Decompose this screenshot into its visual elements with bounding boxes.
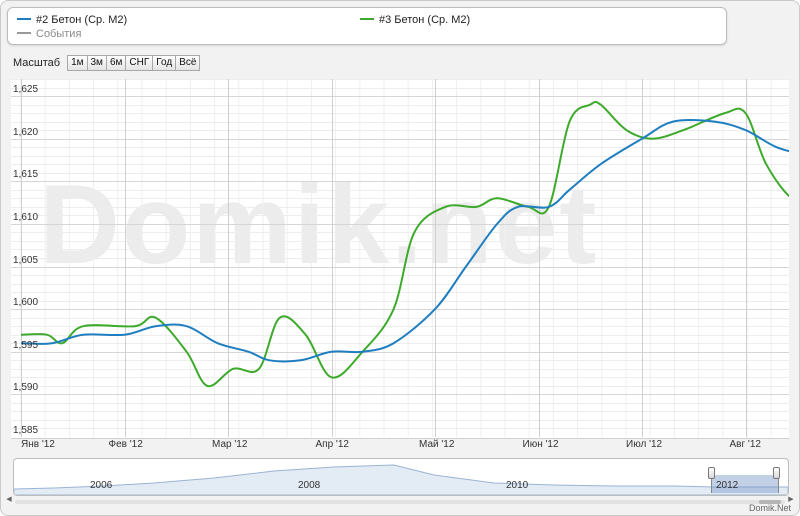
scroll-left-arrow-icon[interactable]: ◀ (6, 496, 12, 503)
zoom-all-button[interactable]: Всё (175, 55, 201, 71)
zoom-3m-button[interactable]: 3м (86, 55, 107, 71)
legend-swatch-series-3 (360, 18, 374, 21)
x-tick-label: Апр '12 (315, 439, 349, 450)
y-tick-label: 1,595 (13, 339, 39, 351)
zoom-label: Масштаб (13, 57, 61, 69)
y-tick-label: 1,585 (13, 425, 39, 436)
y-tick-label: 1,590 (13, 382, 39, 394)
series-line-3 (20, 100, 789, 388)
navigator-right-handle[interactable] (773, 467, 780, 479)
navigator-year-2012: 2012 (716, 480, 739, 491)
navigator-year-2006: 2006 (90, 480, 113, 491)
legend-label-events: События (36, 28, 82, 40)
x-tick-label: Июн '12 (522, 439, 559, 450)
zoom-6m-button[interactable]: 6м (105, 55, 127, 71)
legend-label-series-3: #3 Бетон (Ср. М2) (379, 14, 471, 26)
zoom-ytd-button[interactable]: СНГ (125, 55, 154, 71)
navigator-area (14, 464, 788, 495)
navigator: 2006 2008 2010 2012 (13, 458, 789, 496)
x-tick-label: Янв '12 (21, 439, 55, 450)
navigator-left-handle[interactable] (708, 467, 715, 479)
navigator-year-2010: 2010 (506, 480, 529, 491)
scroll-right-arrow-icon[interactable]: ▶ (788, 496, 794, 503)
x-tick-label: Июл '12 (626, 439, 663, 450)
navigator-selection-window[interactable] (711, 475, 779, 493)
legend-item-events[interactable]: События (17, 28, 81, 41)
y-tick-label: 1,600 (13, 297, 39, 309)
y-tick-label: 1,615 (13, 169, 39, 181)
legend-item-series-3[interactable]: #3 Бетон (Ср. М2) (360, 14, 470, 27)
legend-label-series-2: #2 Бетон (Ср. М2) (36, 14, 128, 26)
y-tick-label: 1,620 (13, 126, 39, 138)
legend: #2 Бетон (Ср. М2) #3 Бетон (Ср. М2) Собы… (7, 7, 727, 45)
navigator-year-2008: 2008 (298, 480, 321, 491)
zoom-1y-button[interactable]: Год (152, 55, 177, 71)
legend-swatch-events (17, 32, 31, 35)
x-axis-labels: Янв '12 Фев '12 Мар '12 Апр '12 Май '12 Июн '… (1, 439, 799, 452)
x-tick-label: Мар '12 (212, 439, 248, 450)
zoom-1m-button[interactable]: 1м (67, 55, 88, 71)
navigator-scrollbar[interactable] (15, 500, 785, 504)
series-line-2 (20, 119, 789, 363)
legend-swatch-series-2 (17, 18, 31, 21)
zoom-selector: Масштаб 1м 3м 6м СНГ Год Всё (13, 55, 201, 71)
y-tick-label: 1,610 (13, 211, 39, 223)
y-tick-label: 1,625 (13, 84, 39, 96)
navigator-scrollbar-thumb[interactable] (759, 500, 781, 504)
x-tick-label: Авг '12 (729, 439, 761, 450)
x-tick-label: Май '12 (419, 439, 455, 450)
navigator-series (14, 464, 788, 495)
y-tick-label: 1,605 (13, 254, 39, 266)
y-axis-labels: 1,585 1,590 1,595 1,600 1,605 1,610 1,615 1,620… (13, 1, 53, 515)
line-chart (11, 79, 789, 437)
credits[interactable]: Domik.Net (748, 503, 791, 513)
x-tick-label: Фев '12 (108, 439, 143, 450)
legend-item-series-2[interactable]: #2 Бетон (Ср. М2) (17, 14, 127, 27)
